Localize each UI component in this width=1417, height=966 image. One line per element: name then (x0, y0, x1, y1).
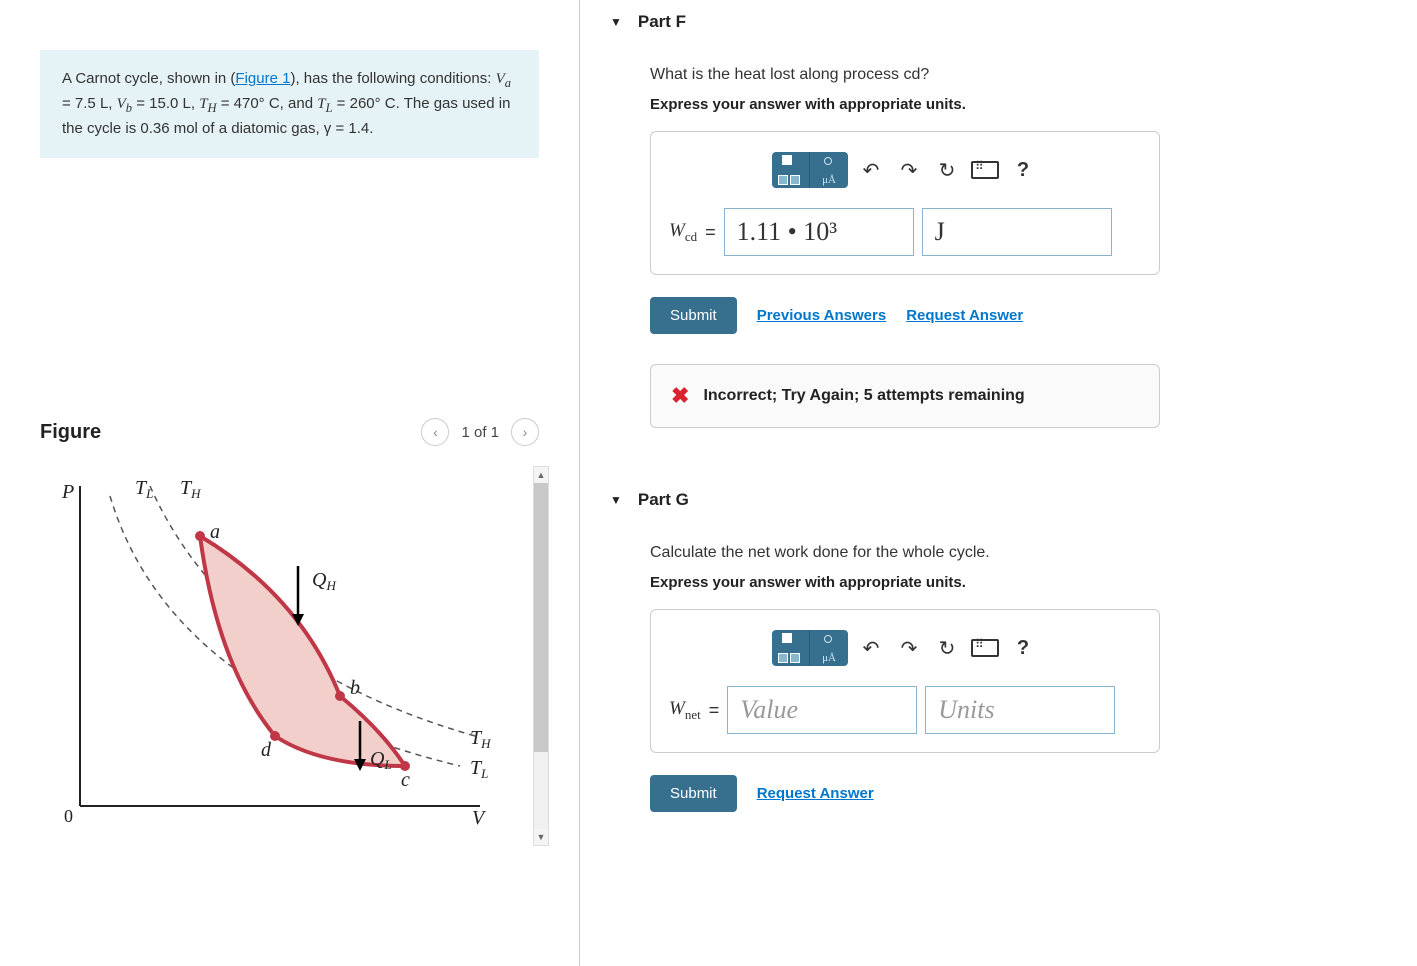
redo-icon[interactable]: ↷ (894, 633, 924, 663)
units-template-icon[interactable]: μÅ (810, 152, 848, 188)
part-f-body: What is the heat lost along process cd? … (610, 66, 1387, 428)
part-g-request-answer-link[interactable]: Request Answer (757, 785, 874, 802)
part-g-answer-box: μÅ ↶ ↷ ↻ ? Wnet = Value Units (650, 609, 1160, 753)
equals-sign: = (705, 222, 716, 243)
part-g-instruction: Express your answer with appropriate uni… (650, 574, 1387, 591)
right-column: ▼ Part F What is the heat lost along pro… (580, 0, 1417, 966)
th-val: = 470° C, and (217, 95, 318, 112)
undo-icon[interactable]: ↶ (856, 155, 886, 185)
prompt-text-post: ), has the following conditions: (290, 70, 495, 87)
part-f-header[interactable]: ▼ Part F (610, 0, 1387, 44)
figure-nav: ‹ 1 of 1 › (421, 418, 539, 446)
part-f-toolbar: μÅ ↶ ↷ ↻ ? (669, 150, 1141, 190)
part-g-title: Part G (638, 490, 689, 510)
part-f-title: Part F (638, 12, 686, 32)
part-g-submit-row: Submit Request Answer (650, 775, 1387, 812)
va-symbol: Va (496, 71, 511, 87)
part-f-input-row: Wcd = 1.11 • 10³ J (669, 208, 1141, 256)
help-icon[interactable]: ? (1008, 159, 1038, 182)
svg-text:d: d (261, 739, 272, 761)
svg-text:QH: QH (312, 569, 336, 593)
svg-text:TL: TL (470, 757, 488, 781)
figure-section: Figure ‹ 1 of 1 › PTLTHabcdQHQLTHTL0V ▲ … (40, 418, 539, 849)
svg-text:c: c (401, 769, 410, 791)
left-column: A Carnot cycle, shown in (Figure 1), has… (0, 0, 580, 966)
svg-text:P: P (61, 481, 74, 503)
part-f-instruction: Express your answer with appropriate uni… (650, 96, 1387, 113)
part-g-body: Calculate the net work done for the whol… (610, 544, 1387, 812)
svg-text:V: V (472, 807, 487, 829)
keyboard-icon[interactable] (970, 155, 1000, 185)
figure-title: Figure (40, 421, 101, 444)
help-icon[interactable]: ? (1008, 637, 1038, 660)
reset-icon[interactable]: ↻ (932, 633, 962, 663)
redo-icon[interactable]: ↷ (894, 155, 924, 185)
prompt-text-pre: A Carnot cycle, shown in ( (62, 70, 235, 87)
figure-scrollbar[interactable]: ▲ ▼ (533, 466, 549, 846)
units-template-icon[interactable]: μÅ (810, 630, 848, 666)
collapse-icon: ▼ (610, 493, 622, 507)
part-g-question: Calculate the net work done for the whol… (650, 544, 1387, 562)
part-f-submit-button[interactable]: Submit (650, 297, 737, 334)
scroll-down-icon[interactable]: ▼ (534, 829, 548, 845)
part-f-units-input[interactable]: J (922, 208, 1112, 256)
wcd-label: Wcd (669, 220, 697, 245)
part-f-feedback: ✖ Incorrect; Try Again; 5 attempts remai… (650, 364, 1160, 428)
scroll-up-icon[interactable]: ▲ (534, 467, 548, 483)
part-g-value-input[interactable]: Value (727, 686, 917, 734)
part-f-submit-row: Submit Previous Answers Request Answer (650, 297, 1387, 334)
pv-diagram: PTLTHabcdQHQLTHTL0V (40, 466, 520, 846)
svg-text:TH: TH (180, 477, 201, 501)
vb-symbol: Vb (117, 96, 132, 112)
va-val: = 7.5 L, (62, 95, 117, 112)
svg-text:TH: TH (470, 727, 491, 751)
equals-sign: = (709, 700, 720, 721)
collapse-icon: ▼ (610, 15, 622, 29)
fraction-template-icon[interactable] (772, 630, 810, 666)
svg-text:b: b (350, 677, 360, 699)
reset-icon[interactable]: ↻ (932, 155, 962, 185)
figure-next-button[interactable]: › (511, 418, 539, 446)
part-f-answer-box: μÅ ↶ ↷ ↻ ? Wcd = 1.11 • 10³ J (650, 131, 1160, 275)
svg-text:0: 0 (64, 806, 73, 826)
figure-prev-button[interactable]: ‹ (421, 418, 449, 446)
part-f-question: What is the heat lost along process cd? (650, 66, 1387, 84)
svg-text:a: a (210, 521, 220, 543)
fraction-template-icon[interactable] (772, 152, 810, 188)
figure-nav-text: 1 of 1 (461, 424, 499, 441)
figure-body: PTLTHabcdQHQLTHTL0V ▲ ▼ (40, 466, 539, 849)
feedback-text: Incorrect; Try Again; 5 attempts remaini… (703, 387, 1024, 405)
part-g-input-row: Wnet = Value Units (669, 686, 1141, 734)
problem-prompt: A Carnot cycle, shown in (Figure 1), has… (40, 50, 539, 158)
undo-icon[interactable]: ↶ (856, 633, 886, 663)
th-symbol: TH (199, 96, 216, 112)
scroll-thumb[interactable] (534, 469, 548, 753)
part-g-header[interactable]: ▼ Part G (610, 478, 1387, 522)
wnet-label: Wnet (669, 698, 701, 723)
part-g-units-input[interactable]: Units (925, 686, 1115, 734)
template-tool[interactable]: μÅ (772, 630, 848, 666)
part-g-toolbar: μÅ ↶ ↷ ↻ ? (669, 628, 1141, 668)
vb-val: = 15.0 L, (132, 95, 199, 112)
template-tool[interactable]: μÅ (772, 152, 848, 188)
part-g-submit-button[interactable]: Submit (650, 775, 737, 812)
incorrect-icon: ✖ (671, 383, 689, 409)
keyboard-icon[interactable] (970, 633, 1000, 663)
part-f-value-input[interactable]: 1.11 • 10³ (724, 208, 914, 256)
tl-val: = 260° C. (333, 95, 404, 112)
previous-answers-link[interactable]: Previous Answers (757, 307, 887, 324)
tl-symbol: TL (317, 96, 332, 112)
part-f-request-answer-link[interactable]: Request Answer (906, 307, 1023, 324)
figure-link[interactable]: Figure 1 (235, 70, 290, 87)
svg-text:TL: TL (135, 477, 153, 501)
